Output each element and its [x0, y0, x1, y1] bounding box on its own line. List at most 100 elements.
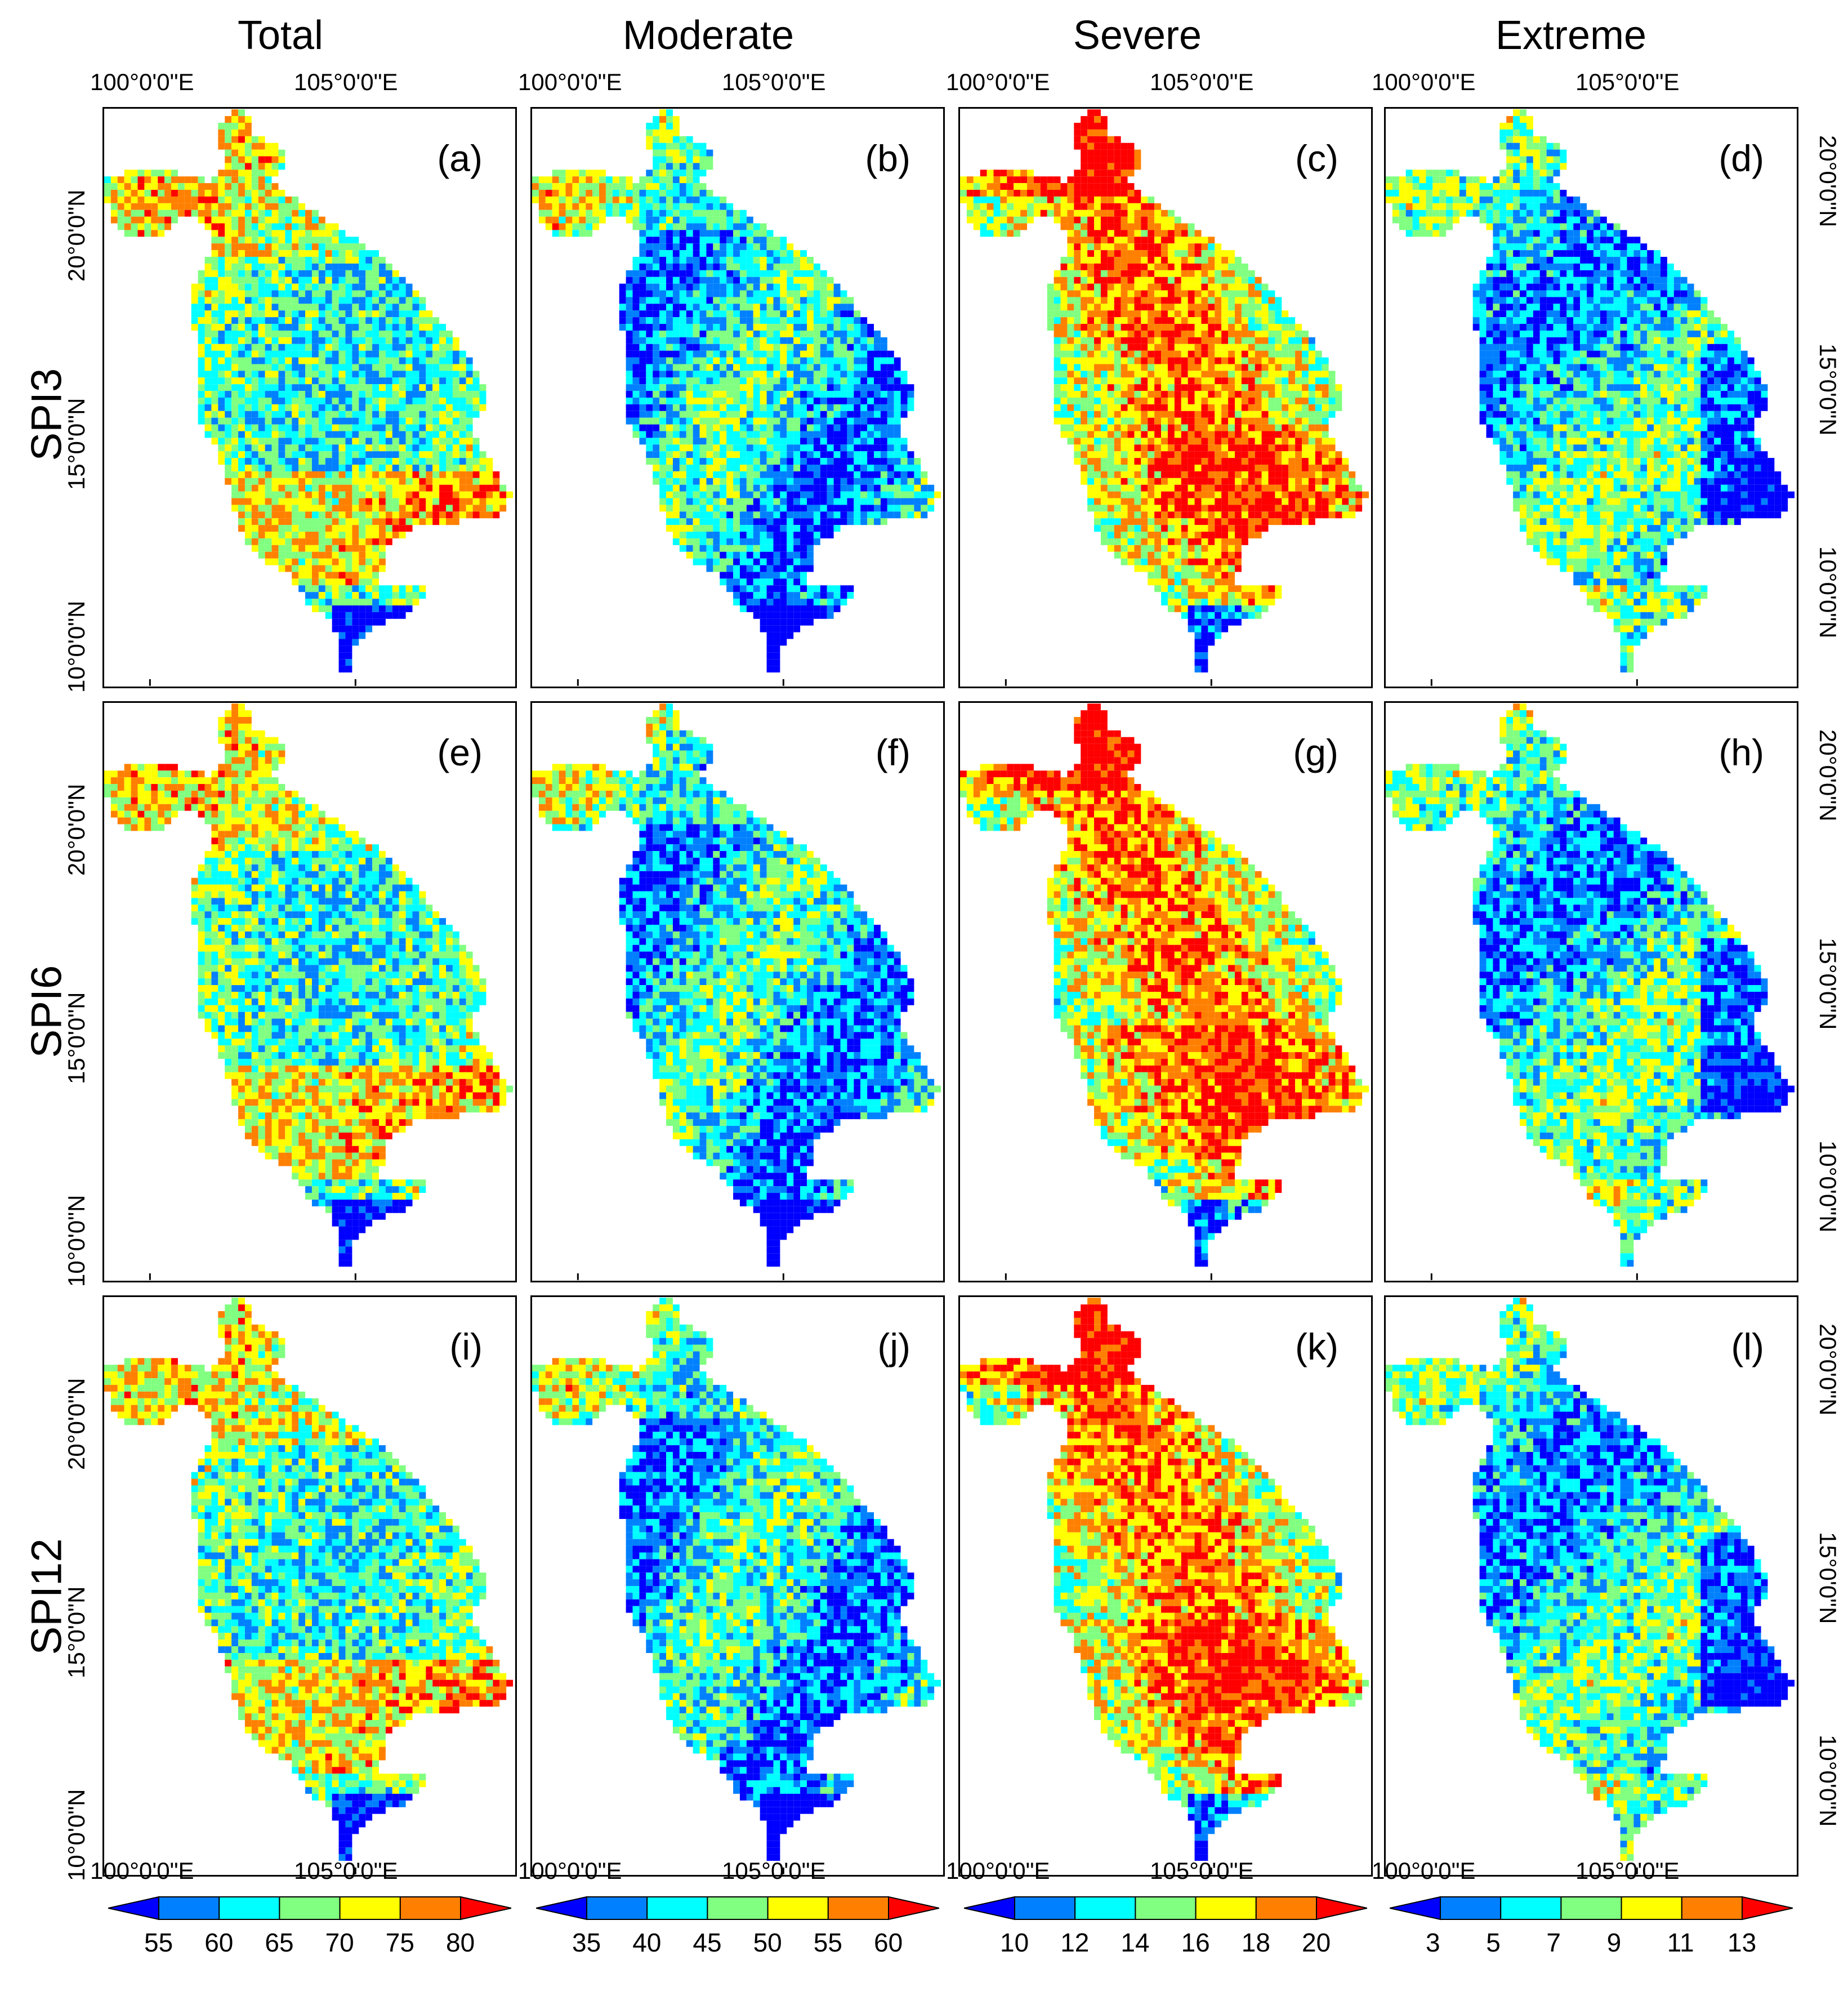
colorbar-tick-label: 40	[632, 1927, 661, 1958]
panel-label: (i)	[449, 1325, 483, 1368]
basin-map	[104, 703, 514, 1280]
lat-tick-10-right: 10°0'0"N	[1814, 546, 1841, 639]
map-panel-c: (c)	[958, 107, 1373, 688]
colorbar-segment	[1500, 1896, 1562, 1920]
lat-tick-15-left: 15°0'0"N	[63, 398, 90, 491]
lat-tick-10-right: 10°0'0"N	[1814, 1140, 1841, 1233]
map-panel-a: (a)	[102, 107, 517, 688]
colorbar	[964, 1896, 1367, 1921]
column-title-extreme: Extreme	[1363, 12, 1779, 59]
colorbar-segment	[1255, 1896, 1317, 1920]
colorbar	[108, 1896, 511, 1921]
panel-label: (k)	[1295, 1325, 1338, 1368]
map-panel-e: (e)	[102, 701, 517, 1282]
colorbar-max-arrow	[460, 1896, 511, 1921]
map-panel-g: (g)	[958, 701, 1373, 1282]
lat-tick-20-right: 20°0'0"N	[1814, 729, 1841, 822]
lat-tick-10-right: 10°0'0"N	[1814, 1735, 1841, 1827]
basin-map	[104, 1298, 514, 1874]
lat-tick-10-left: 10°0'0"N	[63, 1789, 90, 1882]
panel-label: (c)	[1295, 137, 1338, 180]
colorbar-max-arrow	[1742, 1896, 1793, 1921]
colorbar-segment	[1621, 1896, 1682, 1920]
map-panel-f: (f)	[530, 701, 945, 1282]
colorbar-segment	[279, 1896, 341, 1920]
column-title-severe: Severe	[929, 12, 1346, 59]
lon-tick-105-bottom: 105°0'0"E	[294, 1857, 398, 1884]
basin-map	[104, 109, 514, 686]
map-panel-k: (k)	[958, 1295, 1373, 1877]
colorbar-tick-label: 70	[325, 1927, 354, 1958]
colorbar-segment	[218, 1896, 280, 1920]
lon-tick-105-top: 105°0'0"E	[722, 69, 826, 96]
colorbar-min-arrow	[1390, 1896, 1441, 1921]
colorbar-segment	[1560, 1896, 1622, 1920]
lon-tick-100-bottom: 100°0'0"E	[90, 1857, 194, 1884]
basin-map	[532, 703, 941, 1280]
basin-map	[1386, 1298, 1795, 1874]
basin-map	[960, 1298, 1369, 1874]
lon-tick-100-top: 100°0'0"E	[1372, 69, 1476, 96]
panel-label: (j)	[877, 1325, 910, 1368]
basin-map	[1386, 703, 1795, 1280]
colorbar-segment	[399, 1896, 461, 1920]
lon-tick-105-top: 105°0'0"E	[1575, 69, 1680, 96]
panel-label: (h)	[1718, 731, 1764, 774]
lon-tick-100-bottom: 100°0'0"E	[1372, 1857, 1476, 1884]
colorbar-tick-label: 75	[386, 1927, 414, 1958]
colorbar-tick-label: 13	[1728, 1927, 1756, 1958]
basin-map	[960, 109, 1369, 686]
column-title-moderate: Moderate	[500, 12, 917, 59]
colorbar-max-arrow	[1316, 1896, 1367, 1921]
map-panel-j: (j)	[530, 1295, 945, 1877]
colorbar-segment	[707, 1896, 769, 1920]
lon-tick-100-bottom: 100°0'0"E	[946, 1857, 1050, 1884]
lat-tick-20-left: 20°0'0"N	[63, 190, 90, 282]
lat-tick-10-left: 10°0'0"N	[63, 1195, 90, 1287]
lat-tick-15-left: 15°0'0"N	[63, 992, 90, 1085]
colorbar-tick-label: 60	[874, 1927, 903, 1958]
panel-label: (d)	[1718, 137, 1764, 180]
colorbar-segment	[158, 1896, 220, 1920]
colorbar-segment	[1195, 1896, 1257, 1920]
colorbar-tick-label: 65	[265, 1927, 293, 1958]
lon-tick-105-bottom: 105°0'0"E	[722, 1857, 826, 1884]
lat-tick-20-right: 20°0'0"N	[1814, 1324, 1841, 1416]
lat-tick-20-left: 20°0'0"N	[63, 1378, 90, 1471]
lon-tick-105-bottom: 105°0'0"E	[1150, 1857, 1254, 1884]
colorbar-segment	[1014, 1896, 1076, 1920]
map-panel-i: (i)	[102, 1295, 517, 1877]
colorbar-tick-label: 55	[144, 1927, 173, 1958]
colorbar-tick-label: 3	[1426, 1927, 1440, 1958]
colorbar-segment	[646, 1896, 708, 1920]
panel-label: (l)	[1731, 1325, 1764, 1368]
colorbar-tick-label: 9	[1607, 1927, 1622, 1958]
colorbar-tick-label: 18	[1242, 1927, 1270, 1958]
colorbar-tick-label: 80	[446, 1927, 475, 1958]
colorbar-tick-label: 11	[1667, 1927, 1694, 1958]
colorbar-tick-label: 50	[753, 1927, 782, 1958]
lat-tick-15-right: 15°0'0"N	[1814, 344, 1841, 436]
lat-tick-15-left: 15°0'0"N	[63, 1587, 90, 1679]
map-panel-d: (d)	[1384, 107, 1798, 688]
lon-tick-105-bottom: 105°0'0"E	[1575, 1857, 1680, 1884]
colorbar-tick-label: 35	[572, 1927, 601, 1958]
lon-tick-100-top: 100°0'0"E	[946, 69, 1050, 96]
colorbar-segment	[1440, 1896, 1502, 1920]
lon-tick-105-top: 105°0'0"E	[1150, 69, 1254, 96]
colorbar-tick-label: 45	[693, 1927, 721, 1958]
map-panel-h: (h)	[1384, 701, 1798, 1282]
panel-label: (e)	[437, 731, 483, 774]
colorbar-segment	[586, 1896, 648, 1920]
colorbar-segment	[1074, 1896, 1136, 1920]
colorbar-tick-label: 16	[1181, 1927, 1210, 1958]
colorbar-tick-label: 5	[1486, 1927, 1501, 1958]
colorbar-min-arrow	[536, 1896, 587, 1921]
colorbar-max-arrow	[888, 1896, 939, 1921]
column-title-total: Total	[72, 12, 489, 59]
basin-map	[960, 703, 1369, 1280]
lon-tick-100-top: 100°0'0"E	[90, 69, 194, 96]
basin-map	[532, 109, 941, 686]
colorbar-min-arrow	[964, 1896, 1015, 1921]
basin-map	[532, 1298, 941, 1874]
